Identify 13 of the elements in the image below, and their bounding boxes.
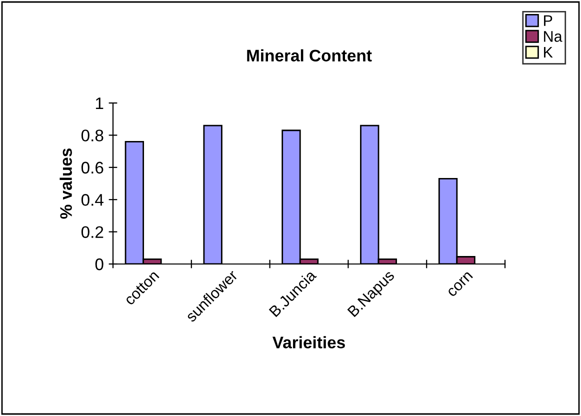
x-tick-label: corn: [447, 271, 474, 298]
y-tick-label: 0.2: [81, 226, 104, 238]
y-tick-label: 0: [95, 258, 104, 270]
x-axis-title: Varieities: [272, 336, 345, 348]
legend-label: Na: [544, 31, 562, 42]
y-tick-label: 1: [96, 98, 104, 110]
y-tick-label: 0.4: [81, 194, 104, 206]
y-tick-label: 0.6: [81, 162, 104, 174]
legend-label: K: [544, 47, 553, 58]
y-tick-label: 0.8: [81, 130, 104, 142]
y-axis-title: % values: [60, 148, 72, 219]
legend-label: P: [544, 15, 552, 26]
chart-title: Mineral Content: [247, 49, 372, 62]
